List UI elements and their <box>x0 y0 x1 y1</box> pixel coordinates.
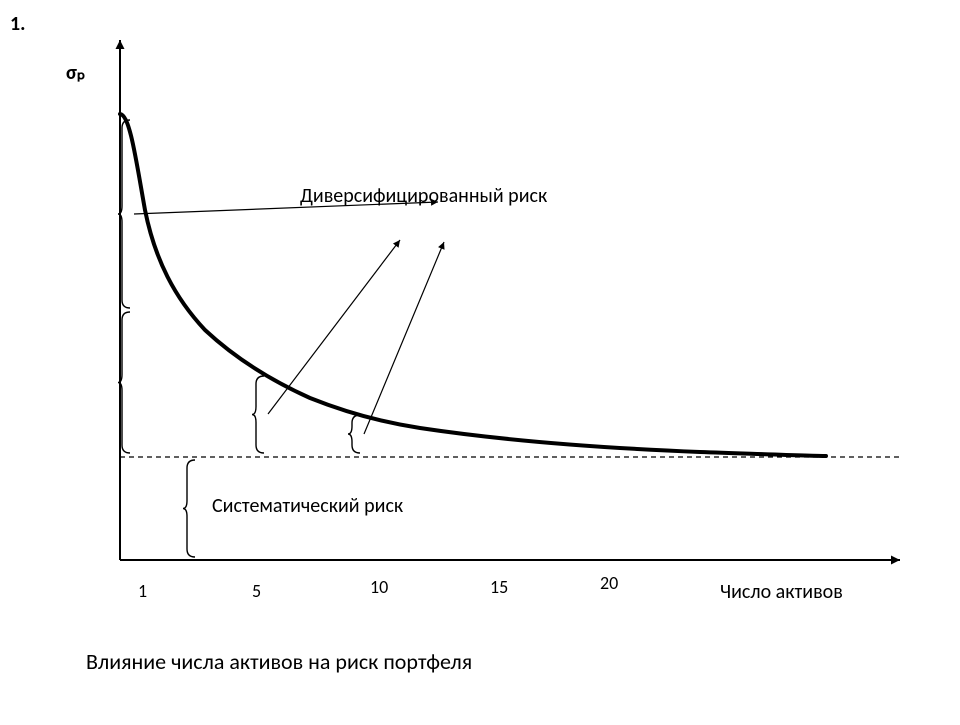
diversified-risk-label: Диверсифицированный риск <box>300 184 547 208</box>
figure-number: 1. <box>10 12 25 36</box>
x-tick-10: 10 <box>370 576 388 598</box>
x-axis-label: Число активов <box>720 580 843 604</box>
x-tick-15: 15 <box>490 576 508 598</box>
chart-svg <box>0 0 960 720</box>
chart-canvas: 1. σₚ Число активов 1 5 10 15 20 Диверси… <box>0 0 960 720</box>
y-axis-label: σₚ <box>66 60 85 85</box>
x-tick-20: 20 <box>600 572 618 594</box>
x-tick-1: 1 <box>138 580 147 602</box>
figure-caption: Влияние числа активов на риск портфеля <box>86 648 472 675</box>
x-tick-5: 5 <box>252 580 261 602</box>
systematic-risk-label: Систематический риск <box>212 494 403 518</box>
